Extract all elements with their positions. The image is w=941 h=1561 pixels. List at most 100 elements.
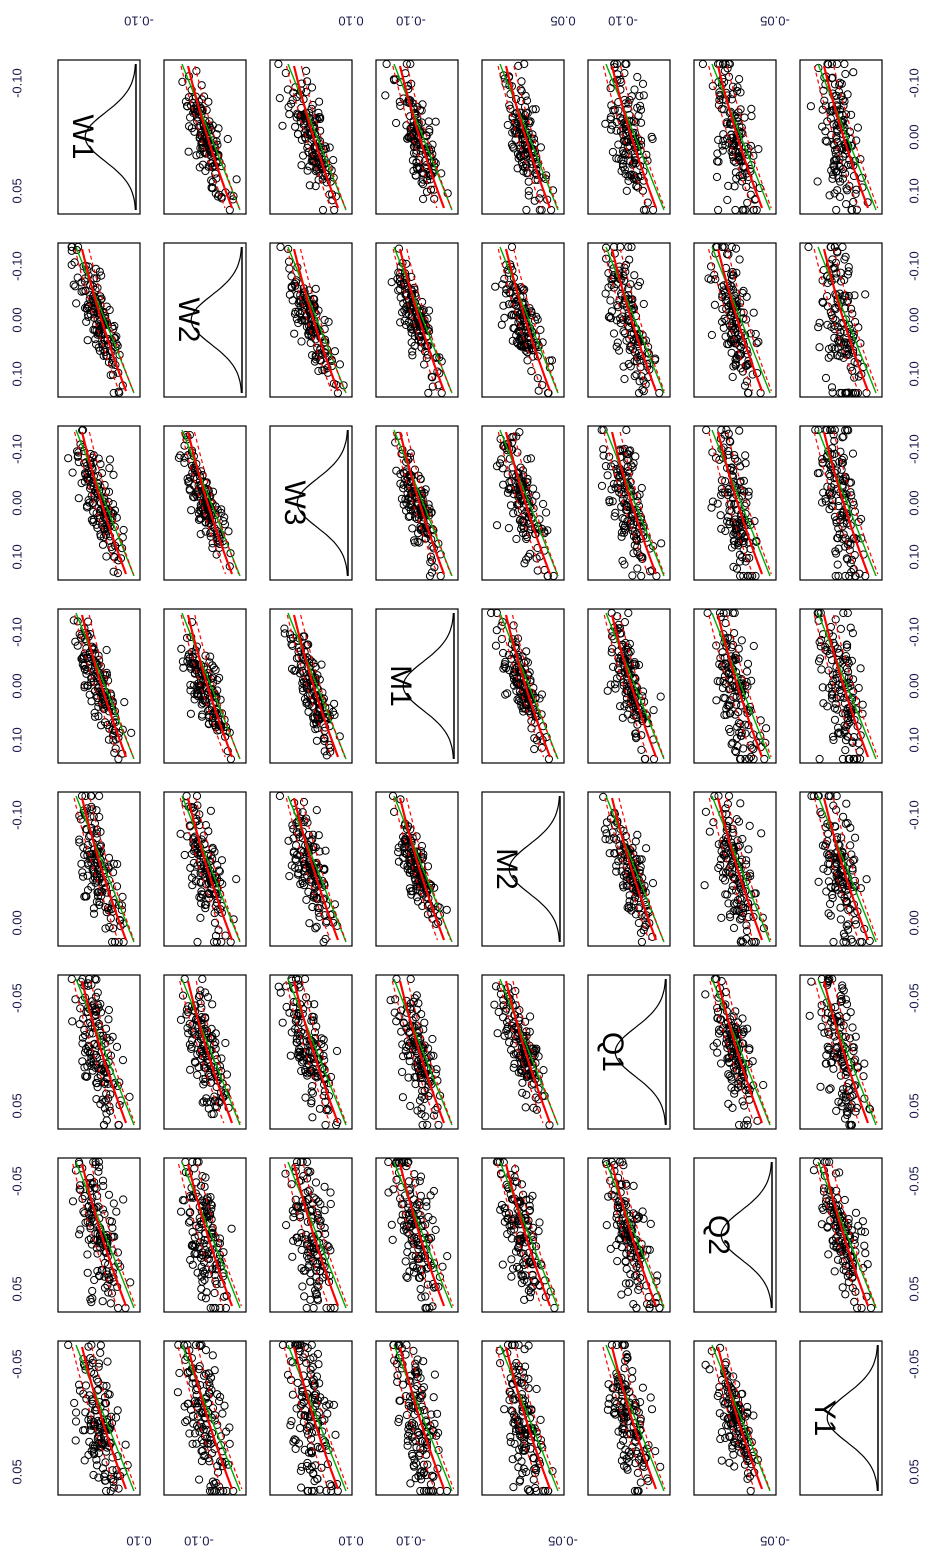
data-point <box>303 77 312 86</box>
data-point <box>841 69 850 79</box>
spread-line <box>620 65 666 209</box>
density-curve <box>84 63 136 211</box>
data-point <box>197 139 206 148</box>
data-point <box>311 284 320 293</box>
data-point <box>299 151 308 160</box>
data-point <box>297 337 306 346</box>
data-point <box>752 205 761 215</box>
data-point <box>862 388 871 398</box>
data-point <box>849 197 858 207</box>
data-point <box>607 125 616 134</box>
data-point <box>294 307 303 316</box>
data-point <box>606 680 615 689</box>
panel-W3-W2 <box>163 425 247 581</box>
data-point <box>603 471 612 480</box>
data-point <box>329 156 338 165</box>
data-point <box>425 125 434 134</box>
data-point <box>656 692 665 701</box>
data-point <box>309 151 318 160</box>
data-point <box>850 373 859 382</box>
data-point <box>312 736 321 745</box>
data-point <box>734 155 743 164</box>
data-point <box>101 347 110 357</box>
data-point <box>831 146 840 155</box>
data-point <box>115 388 124 398</box>
data-point <box>858 700 867 709</box>
data-point <box>198 138 207 147</box>
data-point <box>288 95 297 105</box>
data-point <box>177 644 186 654</box>
data-point <box>280 624 289 633</box>
panel-frame <box>375 59 459 215</box>
data-point <box>534 386 543 395</box>
scatter-points <box>178 66 241 215</box>
data-point <box>208 163 217 172</box>
data-point <box>817 665 826 674</box>
spread-line <box>406 65 452 209</box>
data-point <box>614 106 623 115</box>
data-point <box>204 827 213 836</box>
data-point <box>629 158 639 167</box>
data-point <box>621 169 630 179</box>
data-point <box>630 271 639 280</box>
panel-M1-W1 <box>57 608 141 764</box>
data-point <box>509 621 518 630</box>
data-point <box>497 320 506 329</box>
data-point <box>821 373 831 383</box>
data-point <box>854 683 863 693</box>
data-point <box>400 316 409 325</box>
data-point <box>826 242 835 252</box>
data-point <box>276 242 285 252</box>
data-point <box>417 178 426 187</box>
data-point <box>92 274 101 283</box>
data-point <box>206 806 215 815</box>
data-point <box>503 689 512 698</box>
scatter-points <box>174 430 235 571</box>
data-point <box>624 149 633 159</box>
data-point <box>196 150 205 159</box>
data-point <box>300 119 309 128</box>
data-point <box>854 323 863 332</box>
data-point <box>828 174 837 183</box>
data-point <box>290 329 299 338</box>
panel-frame <box>269 59 353 215</box>
data-point <box>330 205 339 215</box>
data-point <box>232 175 241 184</box>
data-point <box>402 59 411 69</box>
data-point <box>382 59 391 69</box>
data-point <box>707 330 717 340</box>
data-point <box>201 149 210 158</box>
data-point <box>109 470 118 479</box>
data-point <box>814 323 823 332</box>
data-point <box>521 160 531 169</box>
data-point <box>731 244 741 253</box>
data-point <box>626 157 635 166</box>
data-point <box>709 818 718 827</box>
data-point <box>721 526 730 536</box>
data-point <box>821 136 830 145</box>
panel-M2-W3 <box>269 791 353 947</box>
data-point <box>176 829 185 839</box>
data-point <box>109 388 118 398</box>
data-point <box>302 66 311 76</box>
data-point <box>181 97 190 106</box>
data-point <box>721 141 730 150</box>
panel-W3-Q1 <box>587 425 671 581</box>
data-point <box>707 262 716 271</box>
data-point <box>84 301 94 311</box>
data-point <box>293 284 302 293</box>
data-point <box>208 121 217 130</box>
data-point <box>840 255 849 264</box>
data-point <box>419 194 428 204</box>
data-point <box>119 525 128 535</box>
data-point <box>815 318 824 327</box>
data-point <box>102 302 111 311</box>
data-point <box>513 149 523 158</box>
data-point <box>837 92 846 101</box>
data-point <box>193 937 202 947</box>
data-point <box>705 827 714 836</box>
data-point <box>830 141 839 150</box>
data-point <box>649 706 658 715</box>
data-point <box>731 168 741 177</box>
spread-line <box>726 65 772 209</box>
